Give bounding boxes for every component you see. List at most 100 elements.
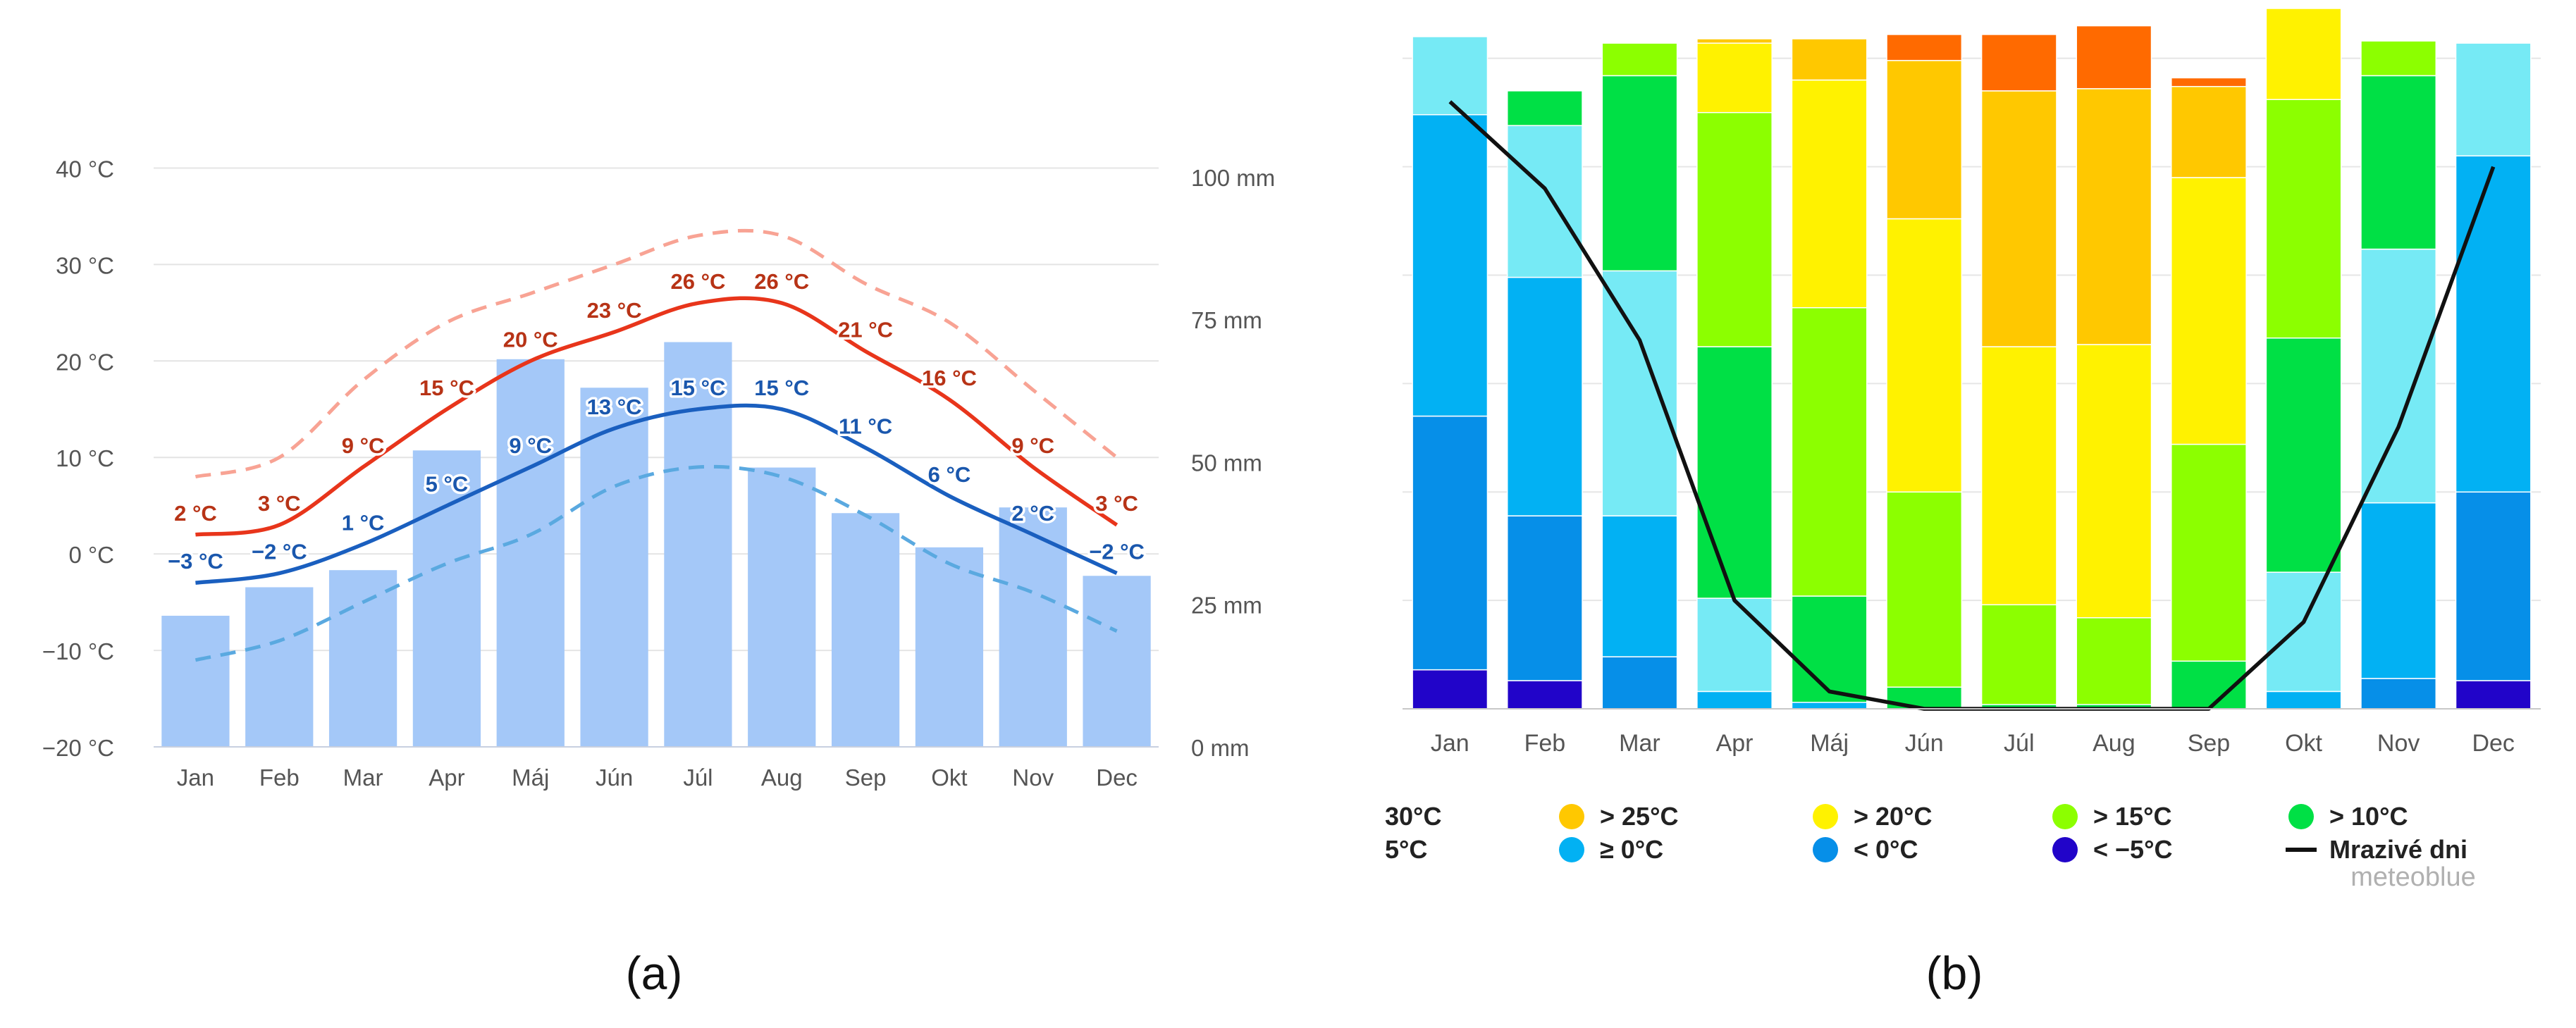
y-left-tick-label: 20 °C xyxy=(56,349,114,375)
data-label: −2 °C xyxy=(252,540,307,564)
stack-segment xyxy=(1506,90,1583,126)
x-tick-label: Sep xyxy=(845,764,887,791)
x-tick-label: Nov xyxy=(1012,764,1054,791)
stack-segment xyxy=(1696,597,1773,693)
stack-segment xyxy=(2265,8,2342,100)
stack-segment xyxy=(2455,42,2532,157)
stack-segment xyxy=(2360,248,2437,504)
stack-segment xyxy=(1791,38,1868,81)
y-left-tick-label: 10 °C xyxy=(56,445,114,471)
stack-segment xyxy=(2076,88,2152,345)
stack-segment xyxy=(2265,99,2342,339)
legend-label: > 25°C xyxy=(1600,802,1678,831)
stack-segment xyxy=(2360,678,2437,710)
data-label: 9 °C xyxy=(342,433,385,458)
stack-segment xyxy=(1980,346,2057,606)
temp-lines xyxy=(195,228,1118,662)
stack-segment xyxy=(2265,571,2342,693)
precip-bar xyxy=(915,547,984,747)
stack-segment xyxy=(2360,502,2437,679)
stack-segment xyxy=(1412,415,1489,671)
legend-label: 30°C xyxy=(1385,802,1441,831)
legend-swatch xyxy=(1813,804,1838,829)
legend-item: 30°C xyxy=(1385,802,1441,831)
legend-item: < −5°C xyxy=(2052,835,2172,864)
stack-segment xyxy=(1980,604,2057,705)
data-label: 2 °C xyxy=(174,501,217,526)
x-tick-label: Sep xyxy=(2188,730,2231,757)
legend-item: > 20°C xyxy=(1813,802,1932,831)
data-label: 26 °C xyxy=(670,269,725,294)
stack-segment xyxy=(1696,38,1773,44)
data-label: 2 °C xyxy=(1011,501,1054,526)
stack-segment xyxy=(1601,656,1678,710)
stack-segment xyxy=(2076,25,2152,89)
x-tick-label: Aug xyxy=(761,764,803,791)
stack-segment xyxy=(2171,86,2247,178)
x-tick-label: Máj xyxy=(1810,730,1849,757)
data-label: 13 °C xyxy=(587,395,642,419)
precip-bar xyxy=(496,359,565,747)
legend-swatch xyxy=(1559,837,1584,862)
precip-bars xyxy=(161,342,1151,748)
legend-label: ≥ 0°C xyxy=(1600,835,1663,864)
temperature-precip-chart: 2 °C 3 °C 9 °C 15 °C 20 °C 23 °C 26 °C 26 °C 21 … xyxy=(42,156,1275,791)
stack-segment xyxy=(2265,691,2342,710)
stack-segment xyxy=(1980,90,2057,347)
data-label: −3 °C xyxy=(168,549,223,574)
y-left-tick-label: 40 °C xyxy=(56,156,114,182)
y-left-tick-label: −20 °C xyxy=(42,735,114,761)
legend-item: > 25°C xyxy=(1559,802,1678,831)
data-label: 9 °C xyxy=(509,433,552,458)
data-label: −2 °C xyxy=(1089,540,1145,564)
stack-segment xyxy=(2455,491,2532,681)
legend: 30°C > 25°C > 20°C > 15°C > 10°C 5°C ≥ 0°C < 0°… xyxy=(1385,802,2467,864)
stack-segment xyxy=(1791,595,1868,703)
data-label: 1 °C xyxy=(342,510,385,535)
x-tick-label: Okt xyxy=(2285,730,2322,757)
y-right-tick-label: 50 mm xyxy=(1191,450,1262,476)
stack-segment xyxy=(1791,702,1868,710)
stack-segment xyxy=(1886,34,1963,61)
legend-swatch xyxy=(2288,804,2314,829)
legend-swatch xyxy=(1813,837,1838,862)
y-left-tick-label: 30 °C xyxy=(56,252,114,278)
precip-bar xyxy=(245,587,314,747)
legend-label: > 10°C xyxy=(2329,802,2408,831)
x-tick-label: Jún xyxy=(1905,730,1944,757)
stacked-bars xyxy=(1412,8,2532,710)
precip-bar xyxy=(1083,576,1151,747)
legend-label: < 0°C xyxy=(1854,835,1918,864)
axes: Jan Feb Mar Apr Máj Jún Júl Aug Sep Okt Nov Dec xyxy=(1403,708,2541,757)
branding: meteoblue xyxy=(2350,862,2475,892)
precip-bar xyxy=(831,513,900,747)
x-tick-label: Nov xyxy=(2377,730,2420,757)
x-tick-label: Dec xyxy=(1096,764,1138,791)
data-label: 26 °C xyxy=(754,269,809,294)
data-label: 3 °C xyxy=(1095,491,1138,516)
x-tick-label: Jan xyxy=(177,764,214,791)
stack-segment xyxy=(2171,177,2247,445)
stack-segment xyxy=(1696,111,1773,347)
stack-segment xyxy=(1506,515,1583,681)
legend-item: < 0°C xyxy=(1813,835,1918,864)
legend-label: > 15°C xyxy=(2093,802,2171,831)
precip-bar xyxy=(748,467,816,747)
legend-item: ≥ 0°C xyxy=(1559,835,1663,864)
legend-item: Mrazivé dni xyxy=(2286,835,2467,864)
data-label: 20 °C xyxy=(503,327,558,352)
legend-swatch xyxy=(2052,804,2078,829)
precip-bar xyxy=(412,450,481,747)
stack-segment xyxy=(1601,270,1678,516)
precip-bar xyxy=(999,507,1067,747)
data-label: 16 °C xyxy=(922,366,977,390)
data-label: 11 °C xyxy=(839,414,892,439)
stack-segment xyxy=(2076,617,2152,705)
series-line xyxy=(195,296,1118,537)
data-label: 21 °C xyxy=(838,318,893,342)
stack-segment xyxy=(1412,36,1489,116)
stack-segment xyxy=(1791,306,1868,597)
x-tick-label: Júl xyxy=(2004,730,2034,757)
x-tick-label: Aug xyxy=(2093,730,2136,757)
